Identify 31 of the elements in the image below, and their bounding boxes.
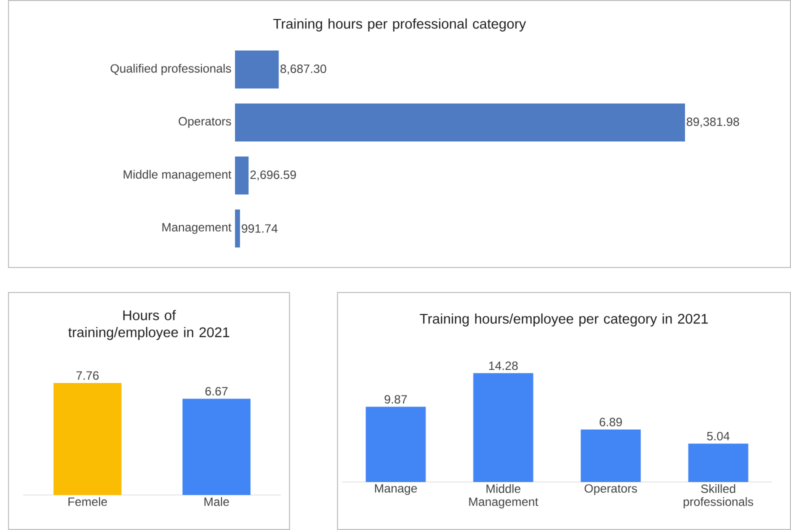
- data-label: 9.87: [384, 395, 407, 404]
- bar: [366, 406, 426, 482]
- x-tick-label: Manage: [375, 484, 417, 495]
- y-tick-label: Management: [162, 223, 232, 234]
- x-tick-label: Male: [204, 497, 229, 506]
- bar: [235, 209, 240, 248]
- y-tick-label: Qualified professionals: [110, 64, 232, 76]
- data-label: 7.76: [76, 371, 99, 380]
- bar: [235, 103, 686, 142]
- chart-title: Hours of training/employee in 2021: [68, 310, 230, 340]
- data-label: 14.28: [489, 361, 518, 370]
- y-tick-label: Operators: [178, 117, 232, 128]
- data-label: 6.89: [600, 418, 622, 426]
- x-tick-label: Operators: [584, 484, 637, 496]
- bar: [235, 50, 279, 88]
- data-label: 5.04: [707, 432, 730, 440]
- data-label: 6.67: [205, 387, 228, 396]
- bar: [580, 429, 641, 482]
- data-label: 991.74: [242, 224, 278, 233]
- data-label: 89,381.98: [686, 118, 740, 128]
- chart-title: Training hours/employee per category in 2021: [420, 313, 708, 327]
- data-label: 8,687.30: [280, 64, 326, 74]
- data-label: 2,696.59: [250, 170, 296, 180]
- bar: [235, 156, 249, 194]
- chart-title: Training hours per professional category: [273, 18, 526, 32]
- x-tick-label: Middle Management: [469, 484, 538, 508]
- x-tick-label: Skilled professionals: [684, 484, 754, 508]
- bar: [473, 373, 534, 482]
- x-tick-label: Femele: [68, 497, 107, 506]
- bar: [688, 444, 748, 482]
- y-tick-label: Middle management: [124, 170, 232, 182]
